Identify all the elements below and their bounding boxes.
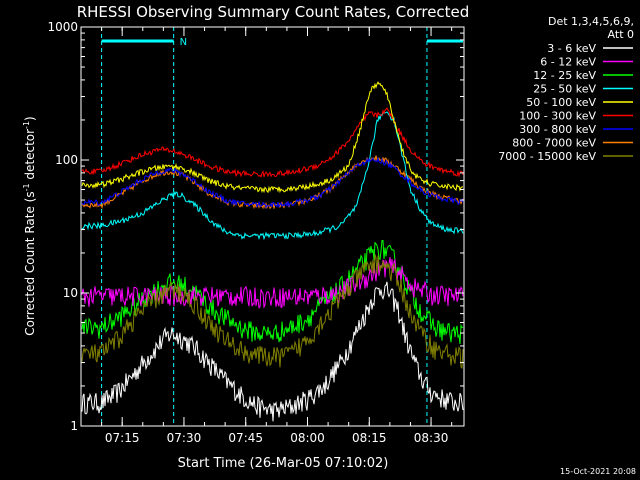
y-tick-label: 1000 (47, 20, 78, 34)
series-lines (81, 81, 464, 422)
series-line (81, 107, 464, 178)
y-tick-label: 100 (55, 153, 78, 167)
series-line (81, 257, 464, 309)
legend-entry-label: 800 - 7000 keV (512, 137, 596, 150)
footer-timestamp: 15-Oct-2021 20:08 (560, 467, 636, 476)
series-line (81, 81, 464, 194)
night-markers: N (101, 27, 463, 426)
legend-header-line-2: Att 0 (608, 28, 634, 41)
y-axis-label-part: detector (23, 129, 37, 184)
x-axis-ticks: 07:15 07:30 07:45 08:00 08:15 08:30 (80, 27, 453, 445)
series-line (81, 254, 464, 369)
y-axis-label-sup: -1 (22, 121, 31, 129)
legend-entry-label: 100 - 300 keV (519, 110, 596, 123)
x-tick-label: 08:00 (290, 431, 325, 445)
legend-entry-label: 3 - 6 keV (547, 42, 596, 55)
legend-entry-label: 7000 - 15000 keV (498, 150, 596, 163)
y-axis-label-part: ) (23, 116, 37, 121)
series-line (81, 281, 464, 422)
y-axis-ticks: 1 10 100 1000 (47, 20, 464, 433)
y-tick-label: 1 (70, 419, 78, 433)
legend-entry-label: 6 - 12 keV (540, 56, 596, 69)
x-tick-label: 07:15 (105, 431, 140, 445)
y-axis-label: Corrected Count Rate (s-1 detector-1) (22, 116, 37, 335)
x-tick-label: 08:15 (352, 431, 387, 445)
y-tick-label: 10 (63, 286, 78, 300)
legend-entry-label: 25 - 50 keV (533, 83, 596, 96)
x-tick-label: 08:30 (414, 431, 449, 445)
y-axis-label-part: Corrected Count Rate (s (23, 191, 37, 335)
x-tick-label: 07:30 (167, 431, 202, 445)
x-tick-label: 07:45 (228, 431, 263, 445)
legend-entry-label: 300 - 800 keV (519, 123, 596, 136)
y-axis-label-sup: -1 (22, 183, 31, 191)
series-line (81, 240, 464, 345)
legend-entry-label: 50 - 100 keV (526, 96, 596, 109)
x-axis-label: Start Time (26-Mar-05 07:10:02) (178, 456, 389, 471)
plot-frame (80, 26, 465, 427)
night-marker-label: N (180, 37, 187, 48)
legend-header-line-1: Det 1,3,4,5,6,9, (548, 15, 634, 28)
legend-entry-label: 12 - 25 keV (533, 69, 596, 82)
series-line (81, 156, 464, 210)
chart-title: RHESSI Observing Summary Count Rates, Co… (77, 3, 470, 21)
